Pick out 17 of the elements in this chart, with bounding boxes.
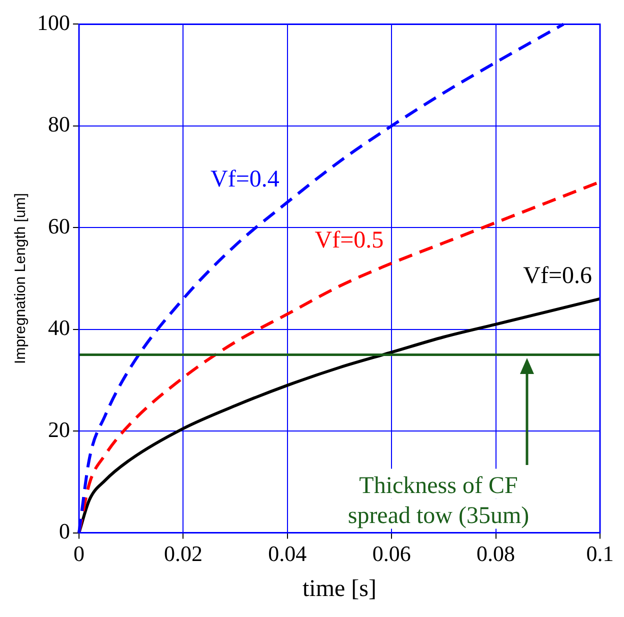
y-axis-title: Impregnation Length [um] <box>12 193 30 364</box>
y-tick-label: 40 <box>48 315 70 340</box>
x-tick-label: 0.04 <box>268 540 307 566</box>
x-tick-label: 0.02 <box>164 540 202 566</box>
ref-line-label: Thickness of CF spread tow (35um) <box>348 472 530 529</box>
x-tick-label: 0.08 <box>476 540 516 566</box>
y-tick-label: 100 <box>37 10 70 35</box>
x-axis-title: time [s] <box>302 576 376 602</box>
y-tick-label: 80 <box>48 112 70 137</box>
x-tick-label: 0.06 <box>372 540 411 566</box>
y-tick-label: 60 <box>48 213 70 238</box>
y-tick-label: 0 <box>59 518 70 544</box>
series-label: Vf=0.6 <box>523 263 592 290</box>
series-label: Vf=0.4 <box>210 166 280 193</box>
series-label: Vf=0.5 <box>314 228 384 254</box>
y-tick-label: 20 <box>48 416 70 442</box>
x-tick-label: 0.1 <box>586 540 614 566</box>
